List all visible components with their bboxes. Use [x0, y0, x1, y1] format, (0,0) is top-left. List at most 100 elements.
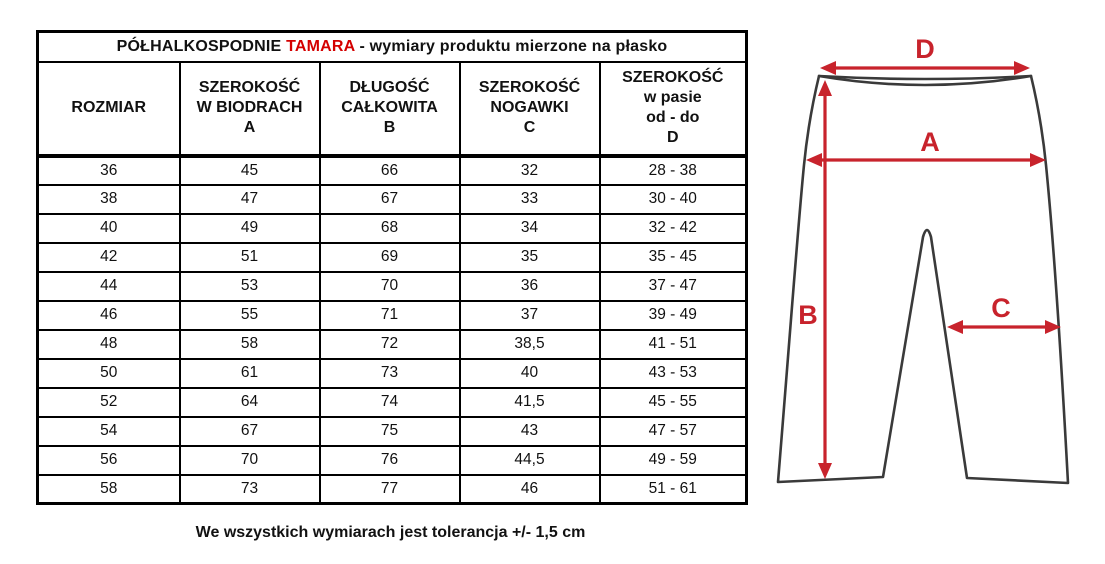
table-cell: 37 - 47	[598, 270, 748, 302]
dimension-d-label: D	[915, 34, 935, 64]
table-cell: 69	[318, 241, 461, 273]
table-cell: 48	[36, 328, 181, 360]
table-cell: 33	[458, 183, 601, 215]
arrow-left-icon	[820, 61, 836, 75]
arrow-right-icon	[1014, 61, 1030, 75]
table-cell: 42	[36, 241, 181, 273]
arrow-up-icon	[818, 80, 832, 96]
table-cell: 28 - 38	[598, 154, 748, 186]
table-cell: 37	[458, 299, 601, 331]
title-row: PÓŁHALKOSPODNIE TAMARA - wymiary produkt…	[36, 30, 748, 63]
table-cell: 34	[458, 212, 601, 244]
table-cell: 47	[178, 183, 321, 215]
table-cell: 56	[36, 444, 181, 476]
waistband-curve	[817, 74, 1033, 87]
table-cell: 32	[458, 154, 601, 186]
table-cell: 61	[178, 357, 321, 389]
table-row: 56 70 76 44,5 49 - 59	[36, 444, 748, 476]
size-table: PÓŁHALKOSPODNIE TAMARA - wymiary produkt…	[36, 30, 749, 505]
table-cell: 43	[458, 415, 601, 447]
table-cell: 43 - 53	[598, 357, 748, 389]
arrow-left-icon	[806, 153, 822, 167]
table-cell: 40	[458, 357, 601, 389]
table-row: 58 73 77 46 51 - 61	[36, 473, 748, 505]
column-header-rozmiar: ROZMIAR	[36, 60, 181, 158]
column-header-pas-d: SZEROKOŚĆ w pasie od - do D	[598, 60, 748, 158]
title-suffix-text: - wymiary produktu mierzone na płasko	[359, 37, 668, 55]
table-cell: 54	[36, 415, 181, 447]
table-cell: 73	[178, 473, 321, 505]
table-cell: 77	[318, 473, 461, 505]
table-cell: 38,5	[458, 328, 601, 360]
table-cell: 46	[36, 299, 181, 331]
table-cell: 64	[178, 386, 321, 418]
table-cell: 41,5	[458, 386, 601, 418]
table-cell: 67	[318, 183, 461, 215]
arrow-down-icon	[818, 463, 832, 479]
dimension-b-arrow: B	[798, 80, 832, 479]
table-cell: 53	[178, 270, 321, 302]
table-cell: 49 - 59	[598, 444, 748, 476]
table-cell: 68	[318, 212, 461, 244]
table-row: 36 45 66 32 28 - 38	[36, 154, 748, 186]
tolerance-note: We wszystkich wymiarach jest tolerancja …	[195, 524, 586, 541]
table-cell: 70	[178, 444, 321, 476]
table-cell: 74	[318, 386, 461, 418]
table-row: 54 67 75 43 47 - 57	[36, 415, 748, 447]
pants-diagram: D A B C	[776, 34, 1070, 485]
table-cell: 30 - 40	[598, 183, 748, 215]
product-type-text: PÓŁHALKOSPODNIE	[116, 37, 282, 55]
table-cell: 76	[318, 444, 461, 476]
table-cell: 44	[36, 270, 181, 302]
table-cell: 75	[318, 415, 461, 447]
table-cell: 58	[36, 473, 181, 505]
table-row: 44 53 70 36 37 - 47	[36, 270, 748, 302]
table-row: 50 61 73 40 43 - 53	[36, 357, 748, 389]
header-row: ROZMIAR SZEROKOŚĆ W BIODRACH A DŁUGOŚĆ C…	[36, 60, 748, 158]
table-cell: 67	[178, 415, 321, 447]
table-cell: 45 - 55	[598, 386, 748, 418]
table-cell: 46	[458, 473, 601, 505]
table-cell: 36	[36, 154, 181, 186]
table-cell: 35	[458, 241, 601, 273]
table-row: 48 58 72 38,5 41 - 51	[36, 328, 748, 360]
table-title: PÓŁHALKOSPODNIE TAMARA - wymiary produkt…	[36, 30, 748, 63]
arrow-right-icon	[1030, 153, 1046, 167]
dimension-a-arrow: A	[806, 127, 1046, 167]
table-cell: 41 - 51	[598, 328, 748, 360]
table-cell: 58	[178, 328, 321, 360]
product-name-text: TAMARA	[286, 37, 355, 55]
table-row: 52 64 74 41,5 45 - 55	[36, 386, 748, 418]
table-cell: 39 - 49	[598, 299, 748, 331]
dimension-b-label: B	[798, 300, 818, 330]
column-header-dlugosc-b: DŁUGOŚĆ CAŁKOWITA B	[318, 60, 461, 158]
table-cell: 55	[178, 299, 321, 331]
table-cell: 66	[318, 154, 461, 186]
table-cell: 50	[36, 357, 181, 389]
dimension-d-arrow: D	[820, 34, 1030, 75]
table-row: 46 55 71 37 39 - 49	[36, 299, 748, 331]
table-cell: 36	[458, 270, 601, 302]
table-cell: 40	[36, 212, 181, 244]
arrow-left-icon	[947, 320, 963, 334]
table-cell: 38	[36, 183, 181, 215]
table-row: 38 47 67 33 30 - 40	[36, 183, 748, 215]
dimension-c-label: C	[991, 293, 1011, 323]
table-cell: 52	[36, 386, 181, 418]
table-cell: 47 - 57	[598, 415, 748, 447]
table-cell: 45	[178, 154, 321, 186]
table-row: 40 49 68 34 32 - 42	[36, 212, 748, 244]
column-header-szerokosc-biodra-a: SZEROKOŚĆ W BIODRACH A	[178, 60, 321, 158]
table-cell: 72	[318, 328, 461, 360]
table-cell: 51 - 61	[598, 473, 748, 505]
dimension-c-arrow: C	[947, 293, 1061, 334]
table-cell: 32 - 42	[598, 212, 748, 244]
table-cell: 73	[318, 357, 461, 389]
table-cell: 51	[178, 241, 321, 273]
table-cell: 49	[178, 212, 321, 244]
table-row: 42 51 69 35 35 - 45	[36, 241, 748, 273]
arrow-right-icon	[1045, 320, 1061, 334]
dimension-a-label: A	[920, 127, 940, 157]
table-cell: 70	[318, 270, 461, 302]
